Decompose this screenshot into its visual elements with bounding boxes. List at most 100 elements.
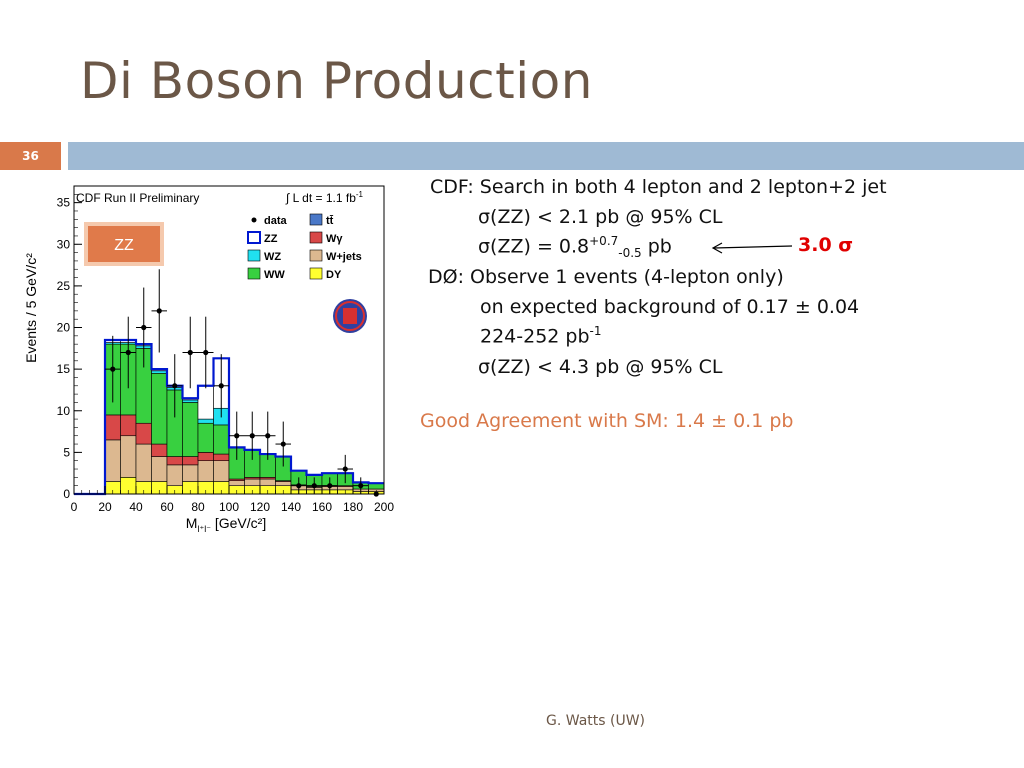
d0-luminosity: 224-252 pb-1 — [480, 324, 602, 348]
agreement-note: Good Agreement with SM: 1.4 ± 0.1 pb — [420, 410, 794, 432]
data-point — [234, 433, 240, 439]
data-point — [327, 483, 333, 489]
data-point — [187, 349, 193, 356]
cdf-limit: σ(ZZ) < 2.1 pb @ 95% CL — [478, 206, 723, 228]
x-axis-label: Ml⁺l⁻ [GeV/c²] — [186, 515, 266, 534]
x-tick-label: 180 — [343, 500, 363, 514]
bar-w--2 — [104, 414, 121, 441]
bar-w--7 — [182, 456, 199, 466]
legend-swatch-w- — [309, 231, 323, 244]
zz-badge-label: ZZ — [114, 237, 134, 254]
bar-w-jets-13 — [275, 481, 292, 486]
bar-w-jets-2 — [104, 439, 121, 482]
data-point — [358, 483, 364, 489]
footer-author: G. Watts (UW) — [546, 713, 646, 729]
legend-swatch-ww — [247, 267, 261, 280]
x-tick-label: 0 — [71, 500, 78, 514]
y-tick-label: 25 — [57, 279, 71, 293]
bar-ww-5 — [151, 372, 168, 445]
x-tick-label: 140 — [281, 500, 301, 514]
x-tick-label: 200 — [374, 500, 394, 514]
chart-title: CDF Run II Preliminary — [76, 191, 199, 205]
legend-swatch-zz — [247, 231, 261, 244]
bar-w-jets-4 — [135, 443, 152, 482]
zz-mass-histogram: 0 20 40 60 80 100 120 140 160 180 200 0 5 10 15 20 25 30 3… — [23, 185, 394, 534]
y-tick-label: 0 — [63, 487, 70, 501]
arrow-left-icon — [711, 242, 793, 254]
slide-title: Di Boson Production — [80, 52, 593, 110]
x-tick-label: 100 — [219, 500, 239, 514]
bar-w-jets-9 — [213, 460, 230, 482]
y-tick-label: 10 — [57, 404, 71, 418]
d0-logo-icon — [333, 299, 367, 333]
bar-w--9 — [213, 453, 230, 462]
data-point — [265, 433, 271, 439]
data-point — [125, 349, 131, 356]
bar-wz-7 — [182, 399, 199, 403]
bar-ww-9 — [213, 424, 230, 455]
legend-label-dy: DY — [326, 269, 342, 281]
data-point — [218, 383, 224, 389]
legend-label-data: data — [264, 215, 288, 227]
zz-badge: ZZ — [84, 222, 164, 266]
bar-w-jets-8 — [197, 460, 214, 482]
chart-lumi-label: ∫ L dt = 1.1 fb-1 — [285, 190, 364, 205]
d0-background: on expected background of 0.17 ± 0.04 — [480, 296, 860, 318]
significance-label: 3.0 σ — [798, 234, 854, 256]
legend-label-wz: WZ — [264, 251, 281, 263]
x-tick-label: 20 — [98, 500, 112, 514]
d0-heading: DØ: Observe 1 events (4-lepton only) — [428, 266, 784, 288]
bar-w--3 — [120, 414, 137, 437]
y-tick-label: 5 — [63, 445, 70, 459]
legend-label-ww: WW — [264, 269, 285, 281]
bar-w-jets-10 — [228, 480, 245, 486]
x-tick-label: 160 — [312, 500, 332, 514]
legend-label-w-jets: W+jets — [326, 251, 362, 263]
bar-w--6 — [166, 456, 183, 466]
y-tick-label: 20 — [57, 321, 71, 335]
x-tick-label: 120 — [250, 500, 270, 514]
y-tick-label: 30 — [57, 237, 71, 251]
y-tick-label: 35 — [57, 196, 71, 210]
data-point — [156, 308, 162, 314]
data-point — [311, 483, 317, 489]
bar-wz-8 — [197, 418, 214, 424]
x-tick-label: 40 — [129, 500, 143, 514]
d0-limit: σ(ZZ) < 4.3 pb @ 95% CL — [478, 356, 723, 378]
slide-number: 36 — [0, 142, 61, 170]
data-point — [342, 466, 348, 472]
bar-w-jets-12 — [259, 478, 276, 486]
legend-swatch-w-jets — [309, 249, 323, 262]
data-point — [110, 366, 116, 372]
legend-swatch-dy — [309, 267, 323, 280]
data-point — [249, 433, 255, 439]
legend-label-w-: Wγ — [326, 233, 343, 245]
bar-w--4 — [135, 422, 152, 445]
bar-wz-5 — [151, 370, 168, 374]
legend-label-zz: ZZ — [264, 233, 278, 245]
x-tick-label: 60 — [160, 500, 174, 514]
legend-marker-data — [251, 217, 257, 223]
header-bar — [68, 142, 1024, 170]
bar-w-jets-17 — [337, 486, 354, 491]
data-point — [280, 441, 286, 447]
bar-w--5 — [151, 443, 168, 457]
bar-w-jets-5 — [151, 456, 168, 482]
cdf-measurement: σ(ZZ) = 0.8+0.7-0.5 pb — [478, 234, 672, 261]
bar-ww-8 — [197, 422, 214, 453]
x-tick-label: 80 — [191, 500, 205, 514]
bar-ww-7 — [182, 402, 199, 457]
legend-label-tt-: tt̄ — [326, 215, 334, 227]
bar-w-jets-6 — [166, 464, 183, 486]
bar-zz-8 — [197, 385, 214, 420]
y-tick-label: 15 — [57, 362, 71, 376]
data-point — [203, 349, 209, 356]
data-point — [296, 483, 302, 489]
legend-swatch-tt- — [309, 213, 323, 226]
data-point — [141, 324, 147, 331]
bar-w-jets-11 — [244, 478, 261, 486]
bar-w-jets-3 — [120, 435, 137, 478]
data-point — [172, 383, 178, 389]
cdf-heading: CDF: Search in both 4 lepton and 2 lepto… — [430, 176, 887, 198]
y-axis-label: Events / 5 GeV/c² — [23, 253, 39, 363]
